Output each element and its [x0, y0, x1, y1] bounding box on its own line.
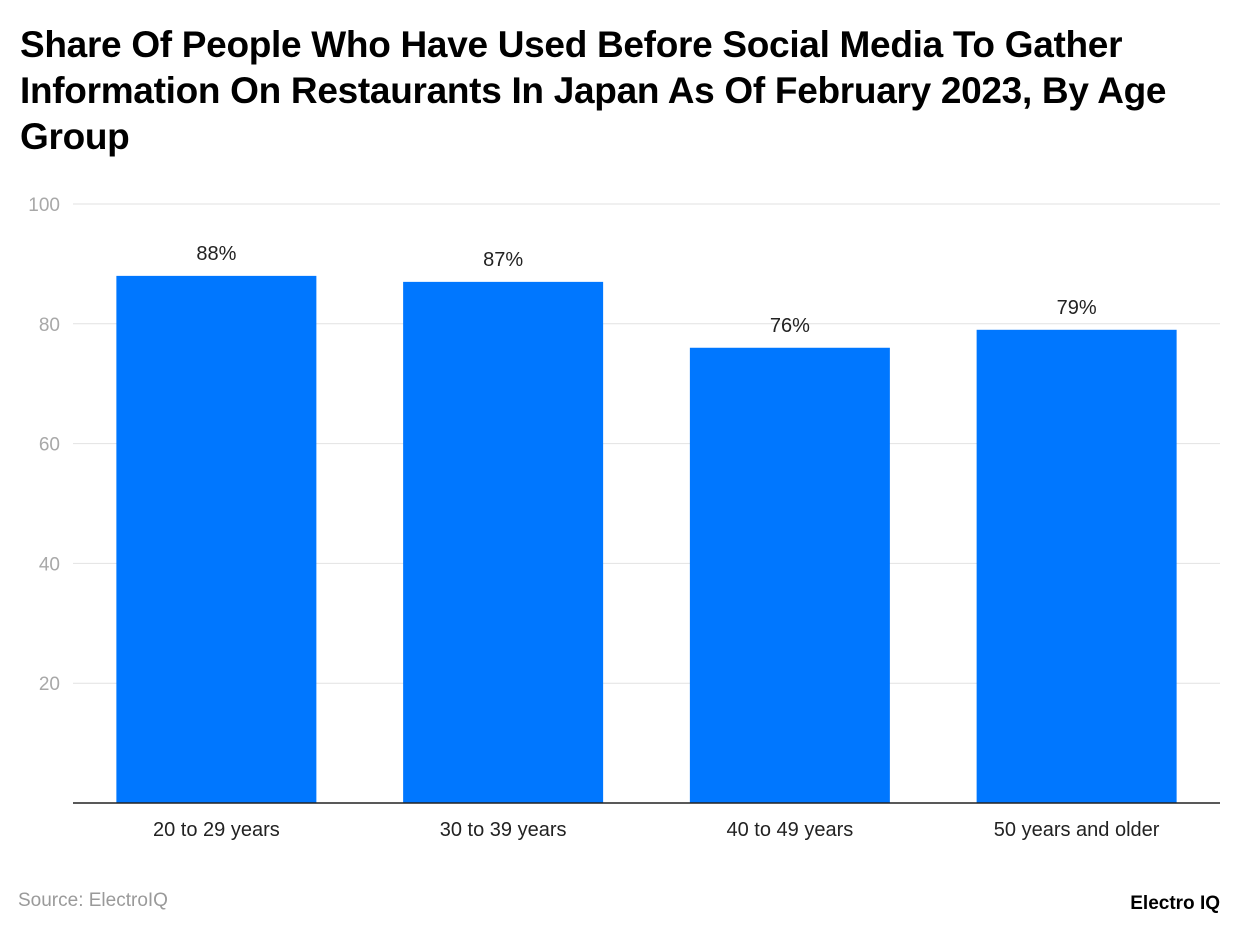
x-tick-label: 40 to 49 years: [727, 819, 854, 841]
bar: [689, 347, 890, 803]
data-label: 76%: [770, 315, 810, 337]
source-note: Source: ElectroIQ: [18, 890, 168, 911]
y-tick-label: 20: [39, 674, 60, 695]
bar: [976, 329, 1177, 803]
data-label: 88%: [196, 243, 236, 265]
bar: [403, 281, 604, 803]
electroiq-logo: Electro IQ: [1130, 893, 1220, 914]
x-tick-label: 50 years and older: [994, 819, 1160, 841]
y-tick-label: 80: [39, 315, 60, 336]
chart-title: Share Of People Who Have Used Before Soc…: [20, 24, 1167, 157]
y-tick-label: 100: [28, 195, 60, 216]
y-tick-label: 40: [39, 554, 60, 575]
bar: [116, 275, 317, 803]
y-tick-label: 60: [39, 435, 60, 456]
data-label: 79%: [1057, 297, 1097, 319]
data-label: 87%: [483, 249, 523, 271]
x-tick-label: 30 to 39 years: [440, 819, 567, 841]
x-tick-label: 20 to 29 years: [153, 819, 280, 841]
